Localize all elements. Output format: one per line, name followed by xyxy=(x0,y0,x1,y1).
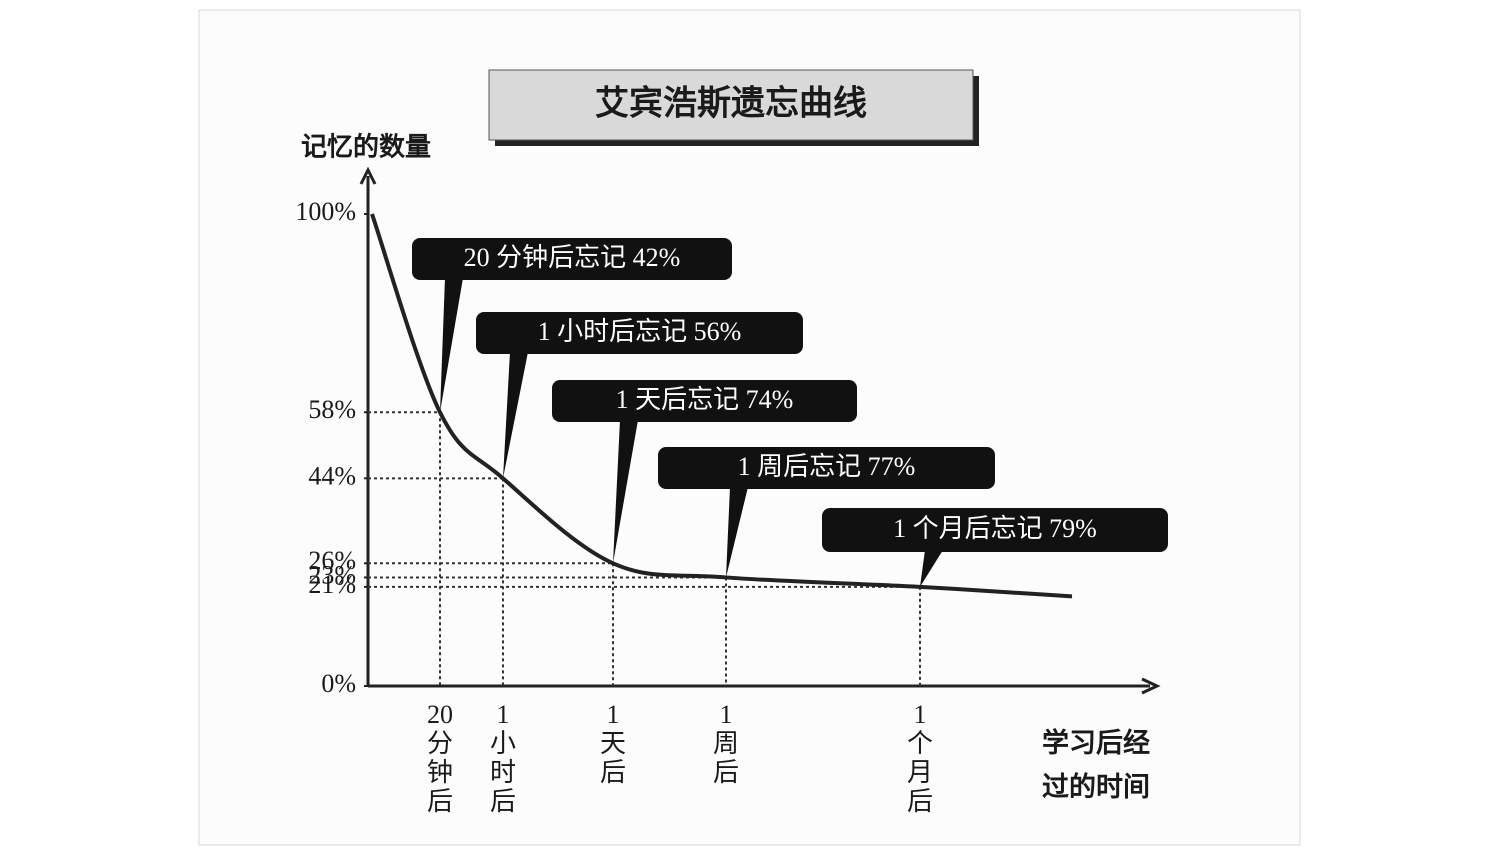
y-axis-label: 记忆的数量 xyxy=(301,132,431,163)
chart-title: 艾宾浩斯遗忘曲线 xyxy=(595,84,867,124)
x-tick-label-box: 1天后 xyxy=(599,700,626,787)
y-tick-label: 100% xyxy=(295,197,356,226)
x-tick-label-box: 1小时后 xyxy=(489,700,516,816)
x-tick-label: 1天后 xyxy=(599,700,626,787)
callout-text: 20 分钟后忘记 42% xyxy=(464,243,681,272)
callout-text: 1 周后忘记 77% xyxy=(738,452,916,481)
x-axis-arrow xyxy=(1141,677,1161,695)
y-tick-label: 23% xyxy=(308,560,356,589)
callout-box xyxy=(412,238,732,280)
y-tick-label: 0% xyxy=(321,669,356,698)
y-tick-label: 21% xyxy=(308,570,356,599)
callout-box xyxy=(658,447,995,489)
y-tick-label: 58% xyxy=(308,395,356,424)
x-tick-label: 1小时后 xyxy=(489,700,516,816)
callout-box xyxy=(552,380,857,422)
callout-tail xyxy=(726,487,748,578)
x-axis-label-box: 学习后经过的时间 xyxy=(1042,728,1150,803)
frame xyxy=(198,9,1301,846)
y-tick-label: 26% xyxy=(308,546,356,575)
x-tick-label-box: 1个月后 xyxy=(906,700,933,816)
callout-tail xyxy=(503,352,528,479)
callout-text: 1 小时后忘记 56% xyxy=(538,317,742,346)
callout-box xyxy=(822,508,1168,552)
x-tick-label-box: 20分钟后 xyxy=(426,700,453,816)
y-axis-arrow xyxy=(359,166,377,185)
callout-tail xyxy=(920,550,943,587)
x-tick-label-box: 1周后 xyxy=(712,700,739,787)
x-axis-label: 学习后经过的时间 xyxy=(1042,728,1150,803)
callout-tail xyxy=(613,420,638,564)
x-tick-label: 1个月后 xyxy=(906,700,933,816)
callout-text: 1 个月后忘记 79% xyxy=(893,514,1097,543)
title-box xyxy=(488,69,974,141)
y-tick-label: 44% xyxy=(308,461,356,490)
callout-text: 1 天后忘记 74% xyxy=(616,385,794,414)
callout-tail xyxy=(440,278,463,413)
x-tick-label: 20分钟后 xyxy=(426,700,453,816)
callout-box xyxy=(476,312,803,354)
x-tick-label: 1周后 xyxy=(712,700,739,787)
